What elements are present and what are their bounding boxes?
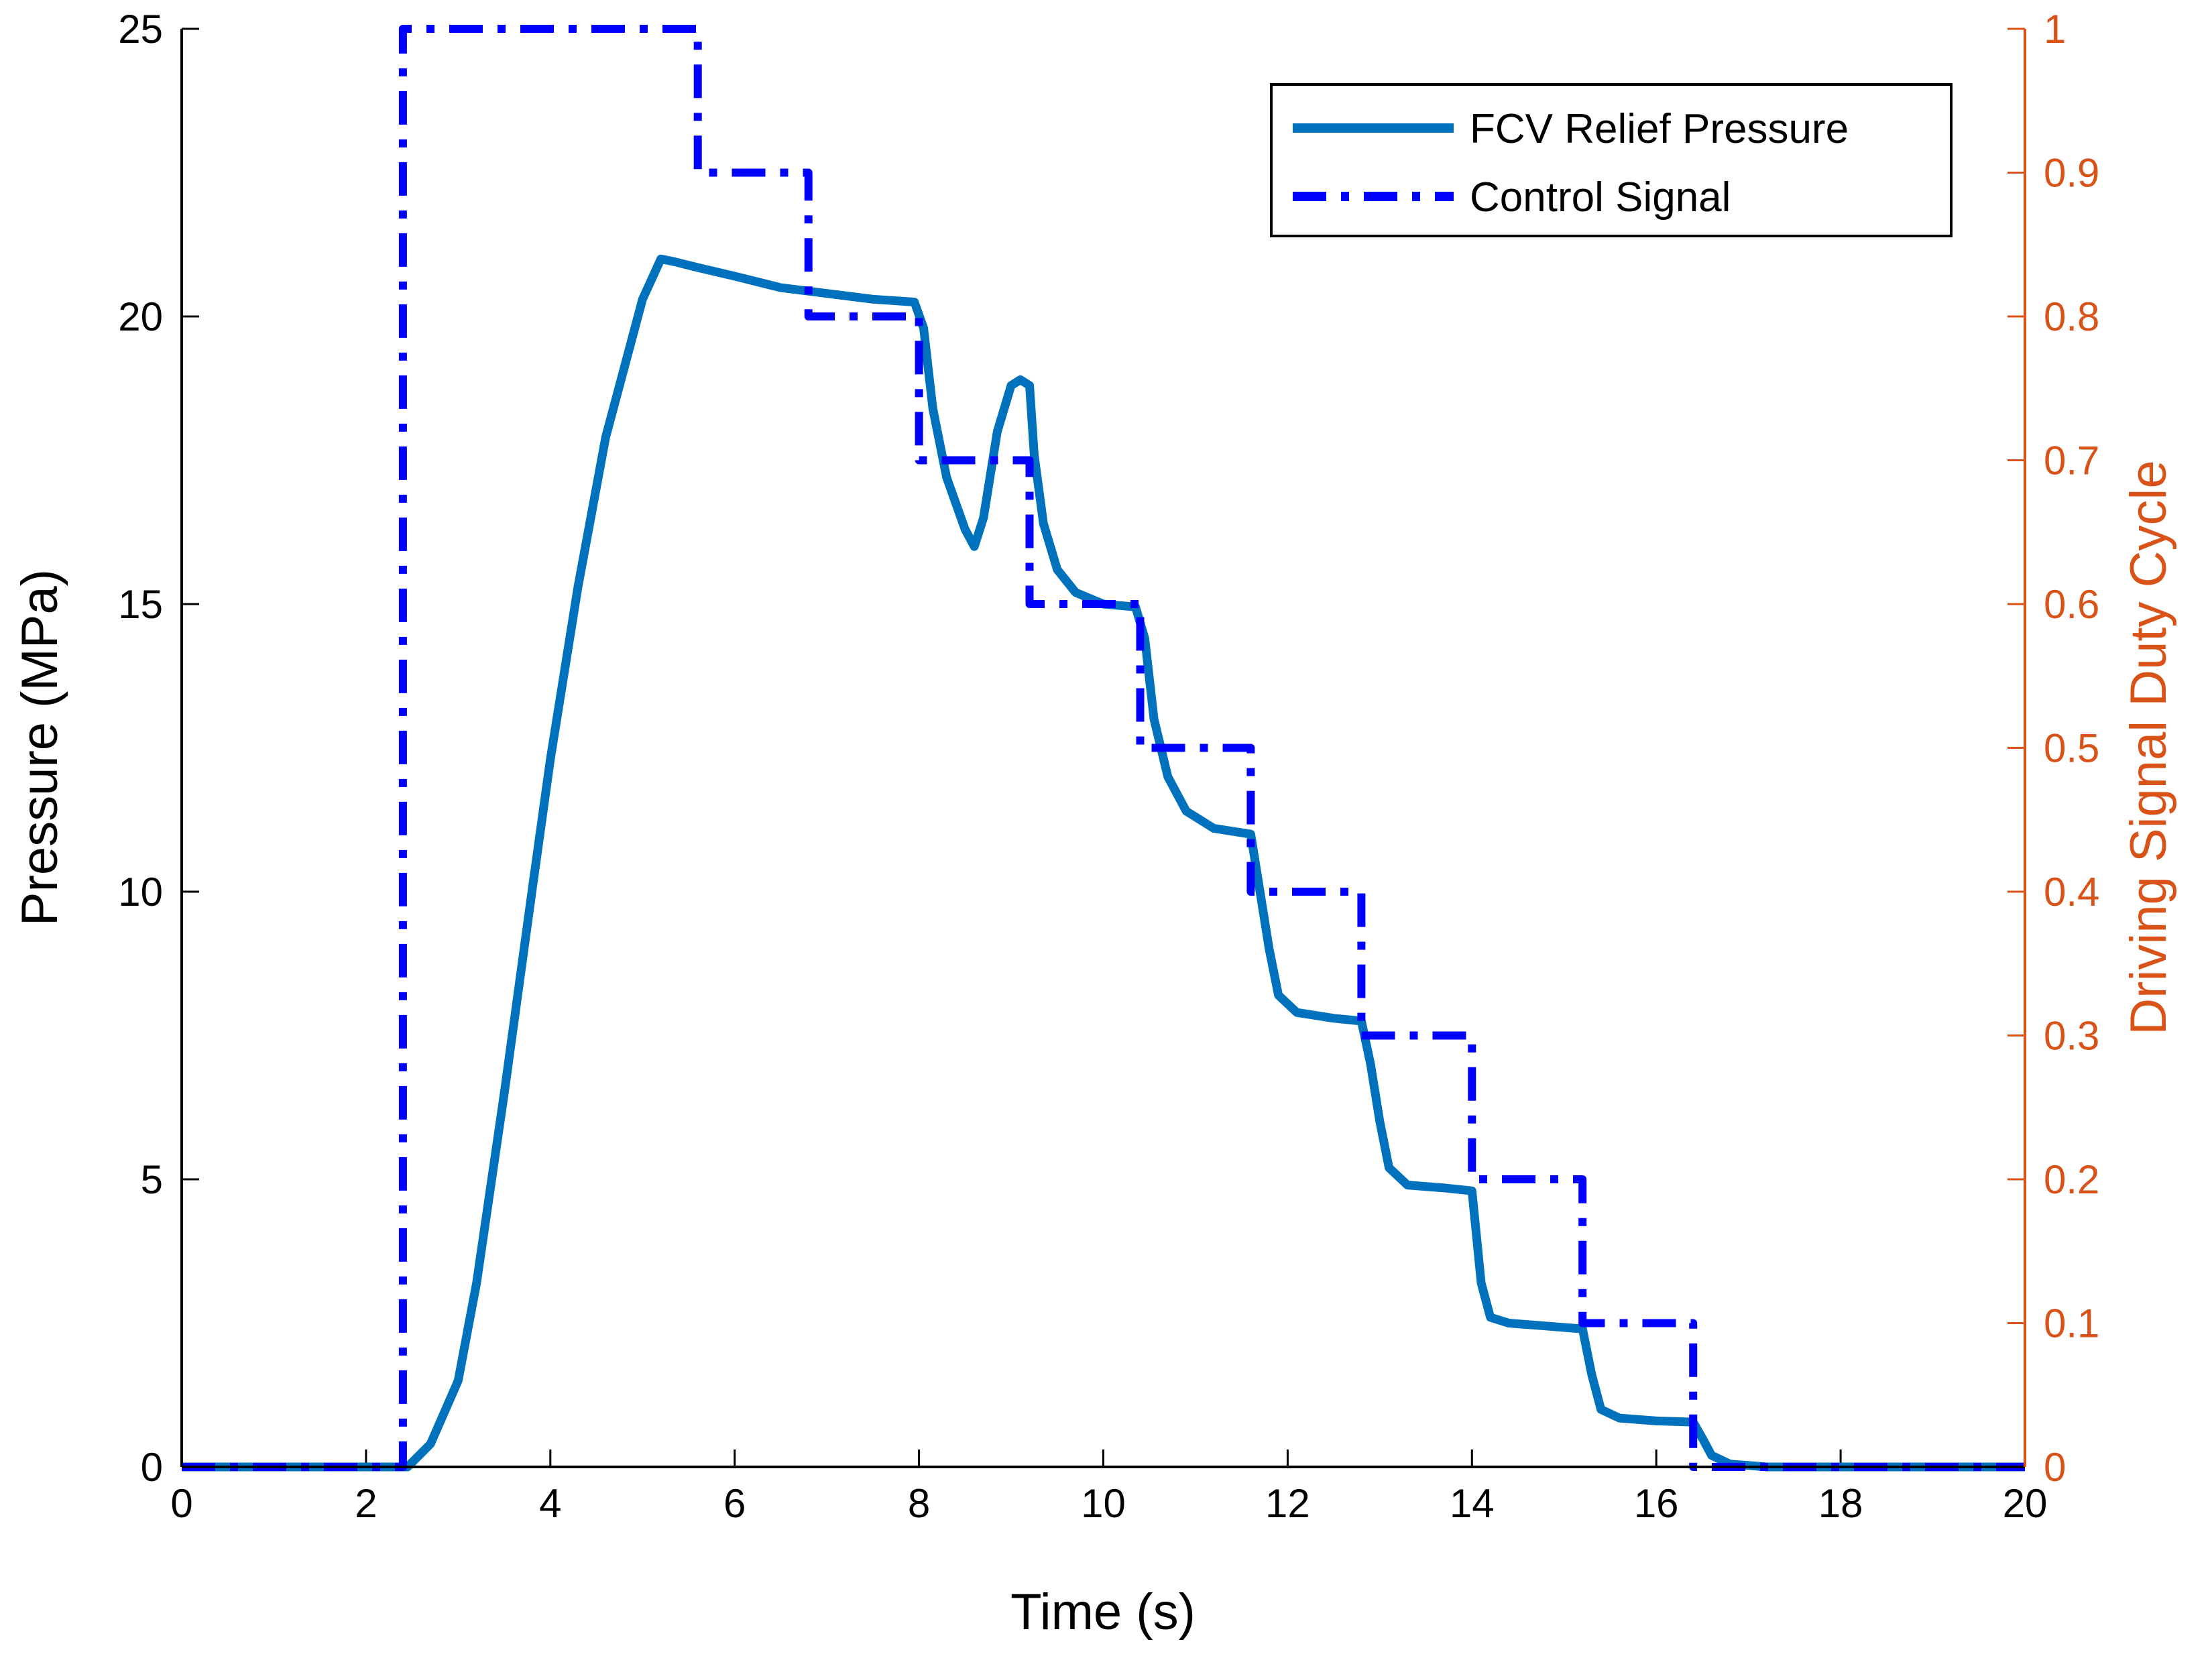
legend-control-label: Control Signal: [1470, 174, 1731, 221]
x-tick-label: 10: [1081, 1481, 1126, 1526]
legend-pressure-label: FCV Relief Pressure: [1470, 106, 1849, 152]
y-tick-label: 15: [118, 582, 163, 627]
x-tick-label: 0: [170, 1481, 192, 1526]
right-tick-label: 0.4: [2044, 870, 2099, 914]
x-axis-label: Time (s): [1010, 1584, 1196, 1641]
right-tick-label: 0.6: [2044, 582, 2099, 627]
legend-box: [1270, 83, 1953, 237]
series-fcv-relief-pressure: [182, 254, 2025, 1472]
y-tick-label: 10: [118, 870, 163, 914]
right-tick-label: 0.8: [2044, 294, 2099, 339]
y-tick-label: 25: [118, 7, 163, 52]
right-tick-label: 1: [2044, 7, 2066, 52]
plot-area: [182, 25, 2025, 1472]
x-axis-ticks: 0 2 4 6 8 10 12 14 16 18 20: [170, 1449, 2047, 1526]
right-tick-label: 0.2: [2044, 1157, 2099, 1202]
x-tick-label: 16: [1634, 1481, 1679, 1526]
x-tick-label: 6: [723, 1481, 746, 1526]
x-tick-label: 18: [1818, 1481, 1863, 1526]
y-tick-label: 5: [141, 1157, 163, 1202]
right-tick-label: 0.7: [2044, 438, 2099, 483]
right-axis-label: Driving Signal Duty Cycle: [2120, 460, 2177, 1034]
series-control-signal: [182, 25, 2025, 1471]
right-tick-label: 0.3: [2044, 1014, 2099, 1059]
x-tick-label: 4: [539, 1481, 561, 1526]
right-tick-label: 0.1: [2044, 1301, 2099, 1346]
x-tick-label: 8: [908, 1481, 930, 1526]
x-tick-label: 14: [1450, 1481, 1495, 1526]
legend: FCV Relief Pressure Control Signal: [1270, 83, 1953, 237]
right-tick-label: 0: [2044, 1445, 2066, 1490]
right-tick-label: 0.9: [2044, 151, 2099, 196]
y-axis-label: Pressure (MPa): [11, 569, 68, 926]
x-tick-label: 2: [355, 1481, 377, 1526]
right-axis-ticks: 0 0.1 0.2 0.3 0.4 0.5 0.6 0.7 0.8 0.9 1: [2007, 7, 2099, 1490]
y-axis-ticks: 0 5 10 15 20 25: [118, 7, 199, 1490]
y-tick-label: 0: [141, 1445, 163, 1490]
x-tick-label: 12: [1265, 1481, 1310, 1526]
y-tick-label: 20: [118, 294, 163, 339]
x-tick-label: 20: [2003, 1481, 2048, 1526]
right-tick-label: 0.5: [2044, 726, 2099, 771]
